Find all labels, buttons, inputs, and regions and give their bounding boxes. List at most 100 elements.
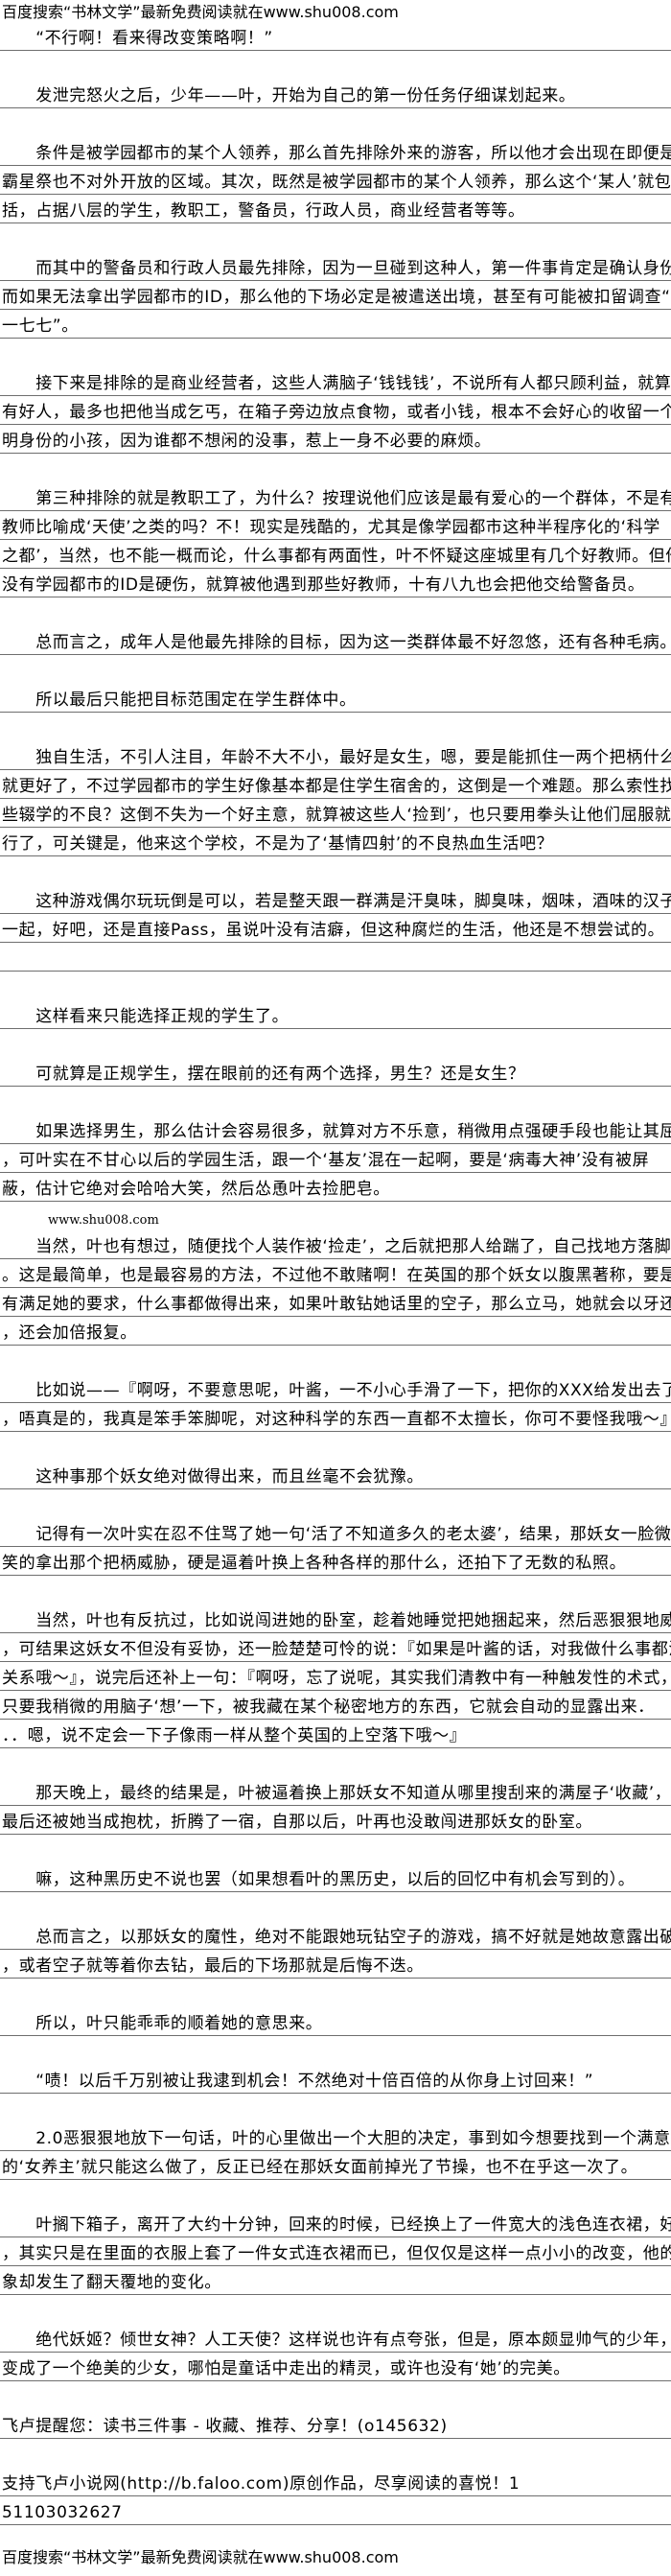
text-line: ．．嗯，说不定会一下子像雨一样从整个英国的上空落下哦～』 bbox=[0, 1720, 671, 1748]
text-line: 接下来是排除的是商业经营者，这些人满脑子‘钱钱钱’，不说所有人都只顾利益，就算 bbox=[0, 367, 671, 396]
line-text: 的‘女养主’就只能这么做了，反正已经在那妖女面前掉光了节操，也不在乎这一次了。 bbox=[2, 2158, 638, 2177]
text-line: 所以最后只能把目标范围定在学生群体中。 bbox=[0, 684, 671, 713]
line-text: 可就算是正规学生，摆在眼前的还有两个选择，男生？还是女生？ bbox=[2, 1065, 525, 1084]
text-line: 当然，叶也有反抗过，比如说闯进她的卧室，趁着她睡觉把她捆起来，然后恶狠狠地威胁 bbox=[0, 1604, 671, 1633]
text-line: 支持飞卢小说网(http://b.faloo.com)原创作品，尽享阅读的喜悦！… bbox=[0, 2468, 671, 2496]
blank-line bbox=[0, 2439, 671, 2468]
line-text: 第三种排除的就是教职工了，为什么？按理说他们应该是最有爱心的一个群体，不是有把 bbox=[2, 489, 671, 508]
line-text: 没有学园都市的ID是硬伤，就算被他遇到那些好教师，十有八九也会把他交给警备员。 bbox=[2, 575, 645, 595]
blank-line bbox=[0, 1029, 671, 1058]
line-text: 蔽，估计它绝对会哈哈大笑，然后怂恿叶去捡肥皂。 bbox=[2, 1180, 390, 1199]
line-text: 当然，叶也有反抗过，比如说闯进她的卧室，趁着她睡觉把她捆起来，然后恶狠狠地威胁 bbox=[2, 1611, 671, 1630]
line-text: 括，占据八层的学生，教职工，警备员，行政人员，商业经营者等等。 bbox=[2, 201, 525, 221]
blank-line bbox=[0, 972, 671, 1000]
line-text: 嘛，这种黑历史不说也罢（如果想看叶的黑历史，以后的回忆中有机会写到的）。 bbox=[2, 1870, 636, 1889]
line-text: 一起，好吧，还是直接Pass，虽说叶没有洁癖，但这种腐烂的生活，他还是不想尝试的… bbox=[2, 921, 665, 940]
text-line: 之都’，当然，也不能一概而论，什么事都有两面性，叶不怀疑这座城里有几个好教师。但… bbox=[0, 540, 671, 569]
text-line: ，其实只是在里面的衣服上套了一件女式连衣裙而已，但仅仅是这样一点小小的改变，他的… bbox=[0, 2237, 671, 2266]
watermark-text: www.shu008.com bbox=[48, 1213, 159, 1228]
line-text: 所以最后只能把目标范围定在学生群体中。 bbox=[2, 691, 357, 710]
line-text: 有满足她的要求，什么事都做得出来，如果叶敢钻她话里的空子，那么立马，她就会以牙还… bbox=[2, 1295, 671, 1314]
line-text: 绝代妖姬？倾世女神？人工天使？这样说也许有点夸张，但是，原本颇显帅气的少年，却 bbox=[2, 2330, 671, 2350]
line-text: 。这是最简单，也是最容易的方法，不过他不敢赌啊！在英国的那个妖女以腹黑著称，要是… bbox=[2, 1266, 671, 1285]
line-text: 一七七”。 bbox=[2, 316, 79, 336]
text-line: 笑的拿出那个把柄威胁，硬是逼着叶换上各种各样的那什么，还拍下了无数的私照。 bbox=[0, 1547, 671, 1576]
line-text: 就更好了，不过学园都市的学生好像基本都是住学生宿舍的，这倒是一个难题。那么索性找… bbox=[2, 777, 671, 796]
line-text: 这种事那个妖女绝对做得出来，而且丝毫不会犹豫。 bbox=[2, 1467, 424, 1487]
blank-line bbox=[0, 454, 671, 482]
blank-line bbox=[0, 1576, 671, 1604]
text-line: ，或者空子就等着你去钻，最后的下场那就是后悔不迭。 bbox=[0, 1950, 671, 1979]
line-text: 这样看来只能选择正规的学生了。 bbox=[2, 1007, 289, 1026]
text-line: 而如果无法拿出学园都市的ID，那么他的下场必定是被遣送出境，甚至有可能被扣留调查… bbox=[0, 281, 671, 310]
line-text: 飞卢提醒您：读书三件事 - 收藏、推荐、分享！(o145632) bbox=[2, 2417, 448, 2436]
blank-line bbox=[0, 339, 671, 367]
text-line: 些辍学的不良？这倒不失为一个好主意，就算被这些人‘捡到’，也只要用拳头让他们屈服… bbox=[0, 799, 671, 828]
header-promo-text: 百度搜索“书林文学”最新免费阅读就在www.shu008.com bbox=[2, 3, 399, 21]
text-line: 这种事那个妖女绝对做得出来，而且丝毫不会犹豫。 bbox=[0, 1461, 671, 1489]
line-text: 教师比喻成‘天使’之类的吗？不！现实是残酷的，尤其是像学园都市这种半程序化的‘科… bbox=[2, 518, 660, 537]
text-line: 明身份的小孩，因为谁都不想闲的没事，惹上一身不必要的麻烦。 bbox=[0, 425, 671, 454]
line-text: 只要我稍微的用脑子‘想’一下，被我藏在某个秘密地方的东西，它就会自动的显露出来． bbox=[2, 1698, 655, 1717]
blank-line bbox=[0, 2180, 671, 2209]
line-text: ，还会加倍报复。 bbox=[2, 1323, 137, 1343]
text-line: 只要我稍微的用脑子‘想’一下，被我藏在某个秘密地方的东西，它就会自动的显露出来． bbox=[0, 1691, 671, 1720]
text-line: ，还会加倍报复。 bbox=[0, 1317, 671, 1346]
text-line: 。这是最简单，也是最容易的方法，不过他不敢赌啊！在英国的那个妖女以腹黑著称，要是… bbox=[0, 1259, 671, 1288]
blank-line bbox=[0, 2381, 671, 2410]
text-line: 总而言之，以那妖女的魔性，绝对不能跟她玩钻空子的游戏，搞不好就是她故意露出破绽 bbox=[0, 1921, 671, 1950]
text-line: 有好人，最多也把他当成乞丐，在箱子旁边放点食物，或者小钱，根本不会好心的收留一个… bbox=[0, 396, 671, 425]
chapter-body: “不行啊！看来得改变策略啊！” 发泄完怒火之后，少年——叶，开始为自己的第一份任… bbox=[0, 22, 671, 2525]
line-text: 那天晚上，最终的结果是，叶被逼着换上那妖女不知道从哪里搜刮来的满屋子‘收藏’， bbox=[2, 1784, 671, 1803]
text-line: 有满足她的要求，什么事都做得出来，如果叶敢钻她话里的空子，那么立马，她就会以牙还… bbox=[0, 1288, 671, 1317]
text-line: 就更好了，不过学园都市的学生好像基本都是住学生宿舍的，这倒是一个难题。那么索性找… bbox=[0, 770, 671, 799]
text-line: 嘛，这种黑历史不说也罢（如果想看叶的黑历史，以后的回忆中有机会写到的）。 bbox=[0, 1863, 671, 1892]
text-line: 括，占据八层的学生，教职工，警备员，行政人员，商业经营者等等。 bbox=[0, 195, 671, 223]
line-text: 2.0恶狠狠地放下一句话，叶的心里做出一个大胆的决定，事到如今想要找到一个满意 bbox=[2, 2129, 671, 2148]
blank-line bbox=[0, 655, 671, 684]
blank-line bbox=[0, 1346, 671, 1374]
text-line: 绝代妖姬？倾世女神？人工天使？这样说也许有点夸张，但是，原本颇显帅气的少年，却 bbox=[0, 2324, 671, 2353]
text-line: 最后还被她当成抱枕，折腾了一宿，自那以后，叶再也没敢闯进那妖女的卧室。 bbox=[0, 1806, 671, 1835]
text-line: 而其中的警备员和行政人员最先排除，因为一旦碰到这种人，第一件事肯定是确认身份， bbox=[0, 252, 671, 281]
text-line: 变成了一个绝美的少女，哪怕是童话中走出的精灵，或许也没有‘她’的完美。 bbox=[0, 2353, 671, 2381]
line-text: 之都’，当然，也不能一概而论，什么事都有两面性，叶不怀疑这座城里有几个好教师。但… bbox=[2, 547, 671, 566]
line-text: 支持飞卢小说网(http://b.faloo.com)原创作品，尽享阅读的喜悦！… bbox=[2, 2474, 521, 2494]
text-line: 可就算是正规学生，摆在眼前的还有两个选择，男生？还是女生？ bbox=[0, 1058, 671, 1087]
text-line: 当然，叶也有想过，随便找个人装作被‘捡走’，之后就把那人给踹了，自己找地方落脚 bbox=[0, 1230, 671, 1259]
text-line: “不行啊！看来得改变策略啊！” bbox=[0, 22, 671, 51]
blank-line bbox=[0, 2094, 671, 2122]
text-line: 飞卢提醒您：读书三件事 - 收藏、推荐、分享！(o145632) bbox=[0, 2410, 671, 2439]
line-text: 而如果无法拿出学园都市的ID，那么他的下场必定是被遣送出境，甚至有可能被扣留调查… bbox=[2, 288, 671, 307]
text-line: ，可叶实在不甘心以后的学园生活，跟一个‘基友’混在一起啊，要是‘病毒大神’没有被… bbox=[0, 1144, 671, 1173]
blank-line bbox=[0, 1979, 671, 2007]
line-text: ，可叶实在不甘心以后的学园生活，跟一个‘基友’混在一起啊，要是‘病毒大神’没有被… bbox=[2, 1151, 650, 1170]
line-text: 51103032627 bbox=[2, 2503, 123, 2522]
line-text: “不行啊！看来得改变策略啊！” bbox=[2, 29, 273, 48]
line-text: 记得有一次叶实在忍不住骂了她一句‘活了不知道多久的老太婆’，结果，那妖女一脸微 bbox=[2, 1525, 671, 1544]
line-text: 行了，可关键是，他来这个学校，不是为了‘基情四射’的不良热血生活吧？ bbox=[2, 834, 554, 854]
line-text: 些辍学的不良？这倒不失为一个好主意，就算被这些人‘捡到’，也只要用拳头让他们屈服… bbox=[2, 806, 671, 825]
line-text: 总而言之，成年人是他最先排除的目标，因为这一类群体最不好忽悠，还有各种毛病。 bbox=[2, 633, 671, 652]
text-line: 这种游戏偶尔玩玩倒是可以，若是整天跟一群满是汗臭味，脚臭味，烟味，酒味的汉子待 bbox=[0, 885, 671, 914]
text-line: 如果选择男生，那么估计会容易很多，就算对方不乐意，稍微用点强硬手段也能让其屈服 bbox=[0, 1115, 671, 1144]
blank-line bbox=[0, 943, 671, 972]
line-text: 关系哦～』，说完后还补上一句：『啊呀，忘了说呢，其实我们清教中有一种触发性的术式… bbox=[2, 1669, 671, 1688]
text-line: ，唔真是的，我真是笨手笨脚呢，对这种科学的东西一直都不太擅长，你可不要怪我哦～』 bbox=[0, 1403, 671, 1432]
text-line: 条件是被学园都市的某个人领养，那么首先排除外来的游客，所以他才会出现在即便是大 bbox=[0, 137, 671, 166]
line-text: “啧！以后千万别被让我逮到机会！不然绝对十倍百倍的从你身上讨回来！” bbox=[2, 2072, 594, 2091]
text-line: “啧！以后千万别被让我逮到机会！不然绝对十倍百倍的从你身上讨回来！” bbox=[0, 2065, 671, 2094]
text-line: 教师比喻成‘天使’之类的吗？不！现实是残酷的，尤其是像学园都市这种半程序化的‘科… bbox=[0, 511, 671, 540]
line-text: 霸星祭也不对外开放的区域。其次，既然是被学园都市的某个人领养，那么这个‘某人’就… bbox=[2, 173, 671, 192]
line-text: 所以，叶只能乖乖的顺着她的意思来。 bbox=[2, 2014, 323, 2033]
blank-line bbox=[0, 597, 671, 626]
blank-line bbox=[0, 1432, 671, 1461]
blank-line bbox=[0, 856, 671, 885]
text-line: 一七七”。 bbox=[0, 310, 671, 339]
footer-promo-text: 百度搜索“书林文学”最新免费阅读就在www.shu008.com bbox=[2, 2548, 399, 2566]
line-text: 笑的拿出那个把柄威胁，硬是逼着叶换上各种各样的那什么，还拍下了无数的私照。 bbox=[2, 1554, 627, 1573]
text-line: 行了，可关键是，他来这个学校，不是为了‘基情四射’的不良热血生活吧？ bbox=[0, 828, 671, 856]
line-text: 当然，叶也有想过，随便找个人装作被‘捡走’，之后就把那人给踹了，自己找地方落脚 bbox=[2, 1237, 671, 1256]
line-text: 变成了一个绝美的少女，哪怕是童话中走出的精灵，或许也没有‘她’的完美。 bbox=[2, 2359, 570, 2378]
blank-line bbox=[0, 2036, 671, 2065]
